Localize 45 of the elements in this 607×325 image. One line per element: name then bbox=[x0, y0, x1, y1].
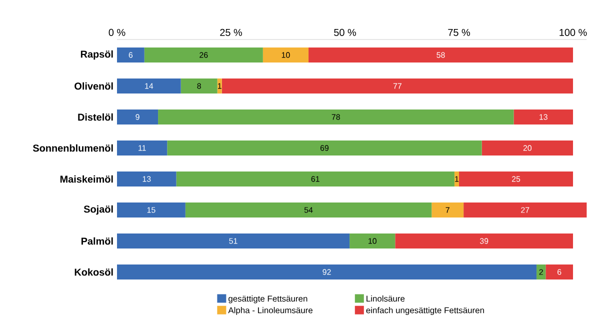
legend-label: Linolsäure bbox=[366, 295, 405, 302]
bar bbox=[459, 172, 574, 187]
bar bbox=[536, 264, 546, 280]
bar bbox=[167, 140, 482, 156]
bar bbox=[546, 264, 574, 280]
bar bbox=[144, 48, 263, 63]
bar bbox=[158, 110, 514, 125]
legend-label: Alpha - Linoleumsäure bbox=[228, 307, 312, 315]
y-tick-label: Maiskeimöl bbox=[60, 175, 113, 183]
bar bbox=[350, 234, 396, 249]
bar bbox=[117, 78, 181, 94]
bar bbox=[514, 110, 574, 125]
bar bbox=[222, 78, 574, 94]
y-tick-label: Rapsöl bbox=[80, 50, 113, 60]
bar bbox=[464, 202, 587, 218]
bar bbox=[185, 202, 432, 218]
bar bbox=[482, 140, 574, 156]
legend-label: gesättigte Fettsäuren bbox=[228, 295, 308, 304]
y-tick-label: Kokosöl bbox=[74, 268, 113, 276]
bar bbox=[217, 78, 222, 94]
bar bbox=[454, 172, 460, 187]
bar bbox=[176, 172, 454, 187]
bar bbox=[117, 110, 158, 125]
x-tick-label: 75 % bbox=[448, 28, 470, 36]
bar bbox=[308, 48, 574, 63]
bar bbox=[395, 234, 574, 249]
x-tick-label: 100 % bbox=[560, 28, 587, 36]
bar bbox=[117, 234, 350, 249]
y-tick-label: Olivenöl bbox=[74, 82, 113, 90]
bar bbox=[117, 202, 186, 218]
bar bbox=[117, 140, 168, 156]
y-tick-label: Sojaöl bbox=[84, 205, 113, 215]
y-tick-label: Sonnenblumenöl bbox=[32, 144, 113, 152]
y-tick-label: Distelöl bbox=[78, 113, 113, 121]
bar bbox=[180, 78, 218, 94]
legend-label: einfach ungesättigte Fettsäuren bbox=[366, 307, 484, 315]
x-tick-label: 50 % bbox=[334, 28, 356, 36]
x-tick-label: 0 % bbox=[108, 28, 126, 36]
bar bbox=[262, 48, 309, 63]
bar bbox=[117, 264, 537, 280]
bar bbox=[432, 202, 464, 218]
bar bbox=[117, 172, 176, 187]
y-tick-label: Palmöl bbox=[81, 237, 113, 245]
bar bbox=[117, 48, 144, 63]
x-tick-label: 25 % bbox=[220, 28, 242, 36]
